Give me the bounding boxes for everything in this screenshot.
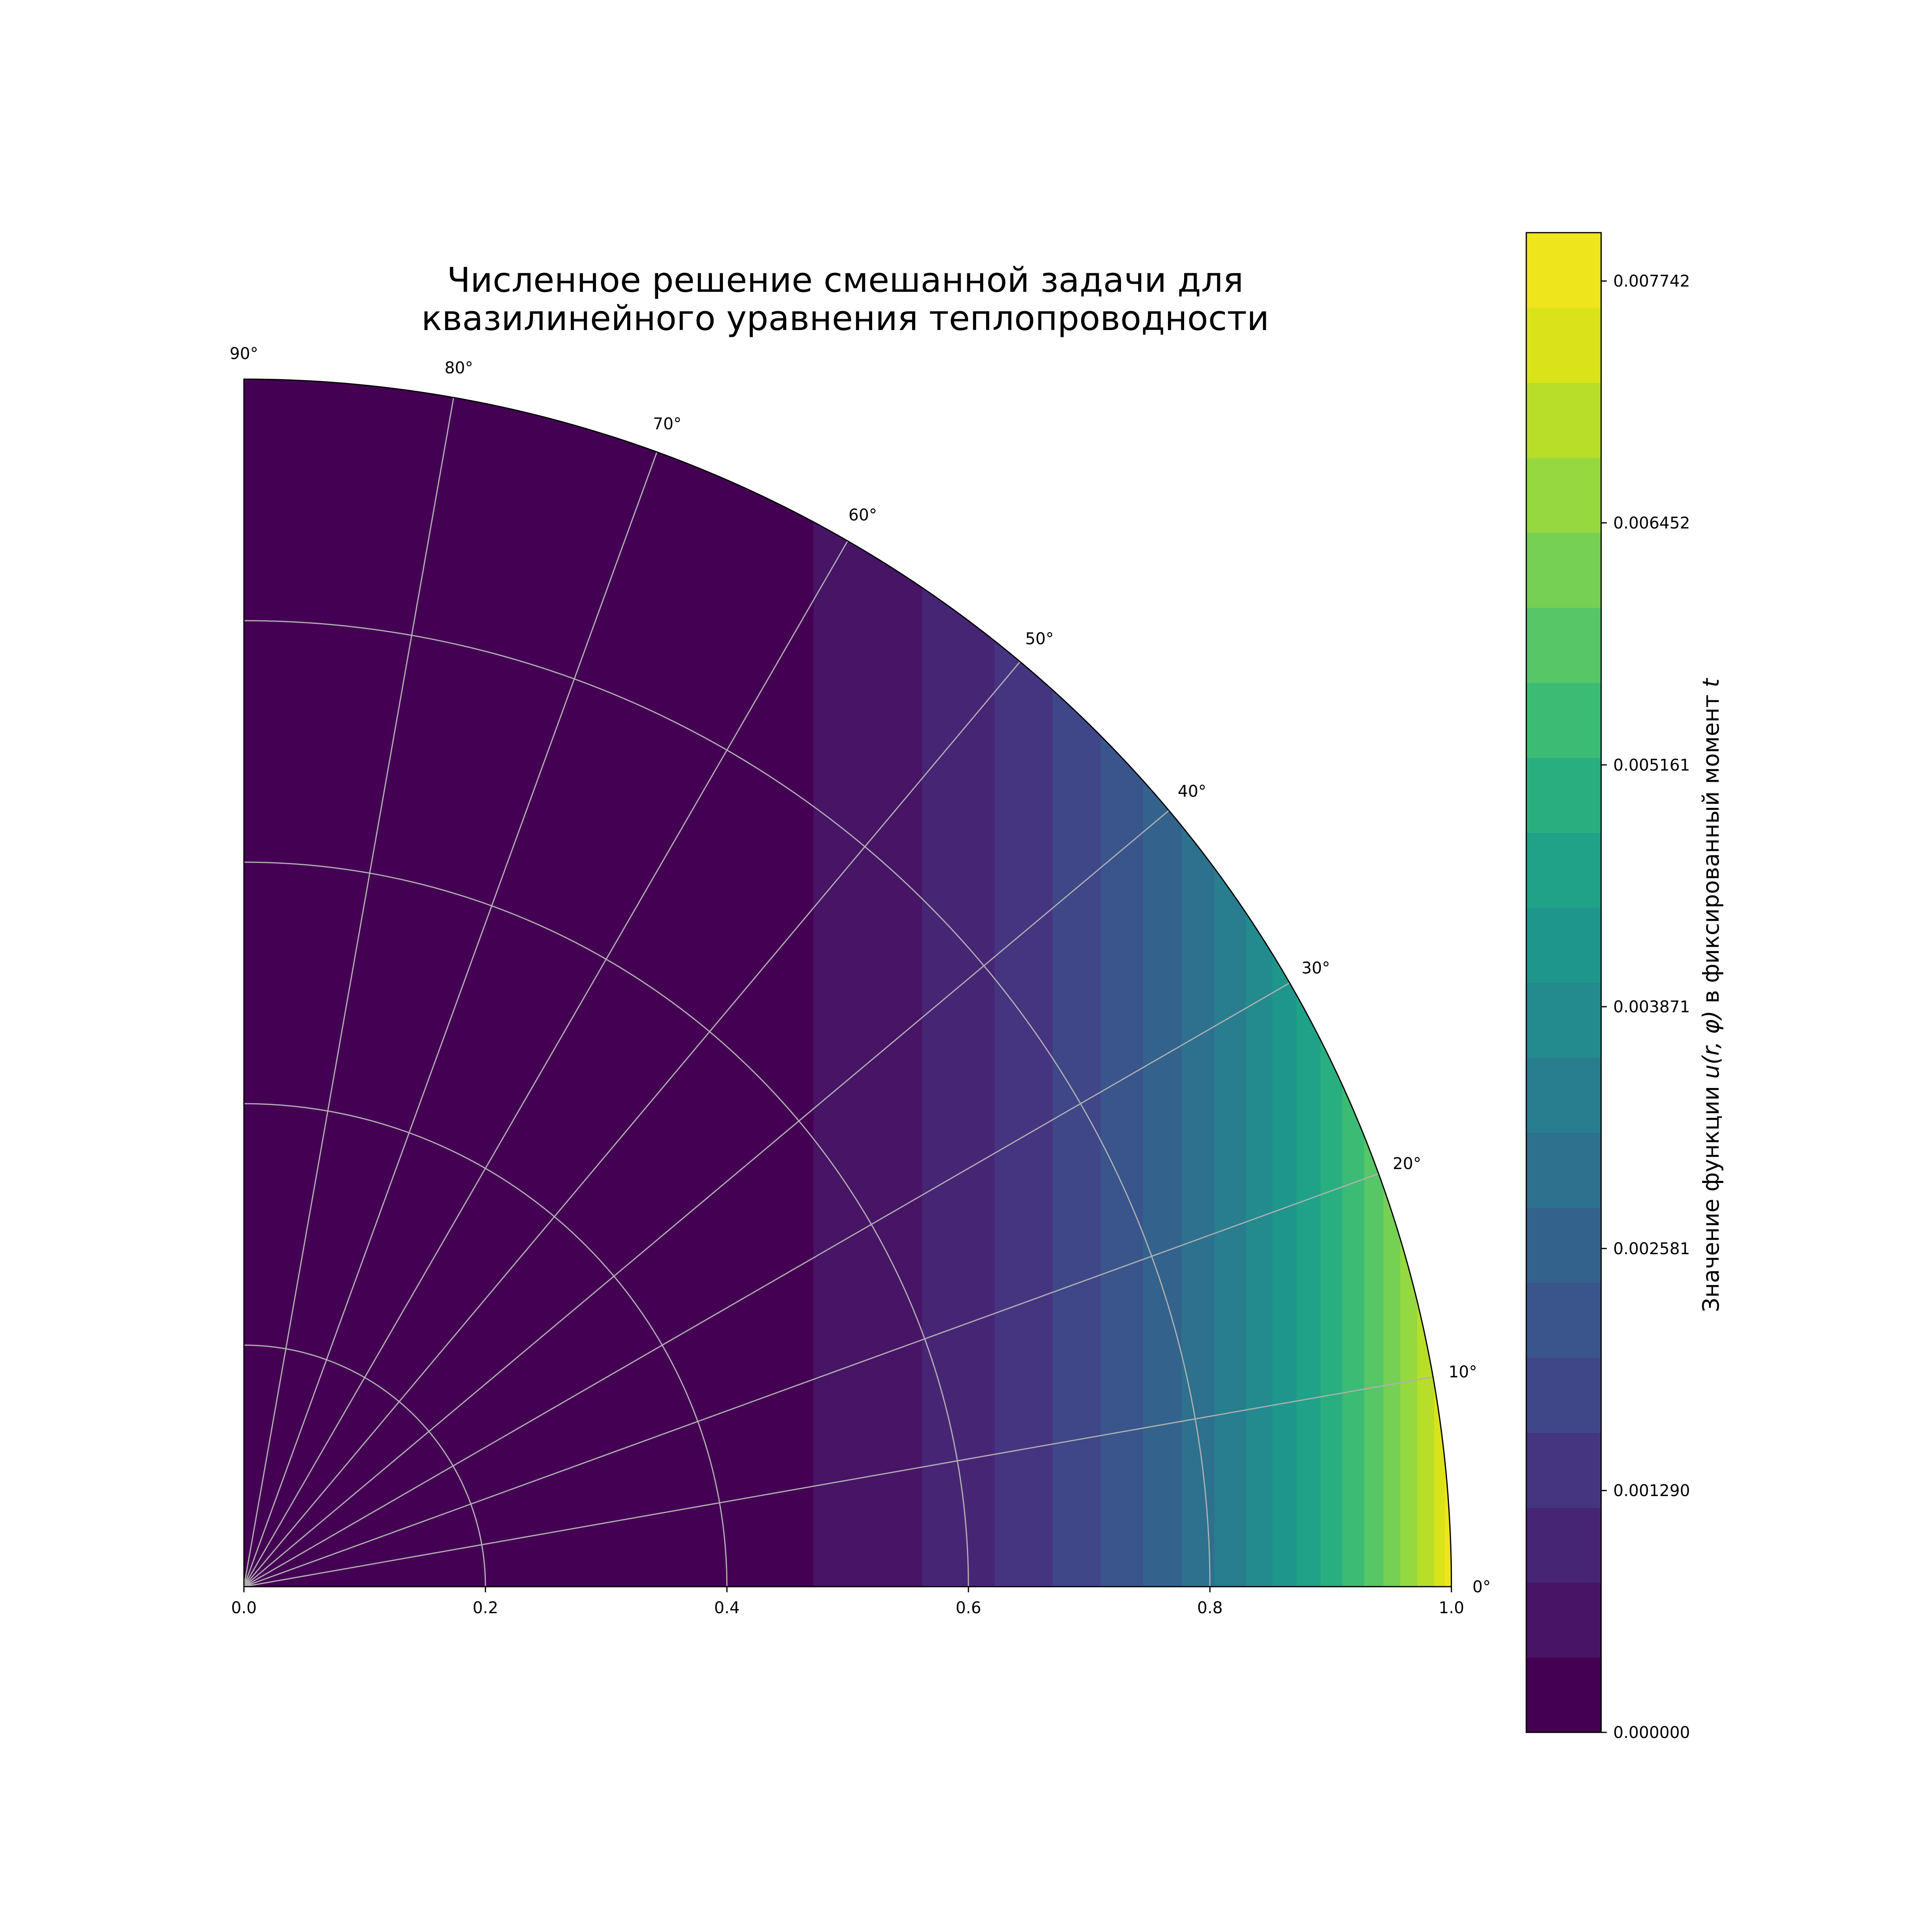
radial-tick-label: 1.0 <box>1439 1599 1464 1617</box>
colorbar-label-suffix: в фиксированный момент <box>1698 687 1724 1011</box>
contour-band <box>1383 379 1401 1587</box>
contour-band <box>1321 379 1343 1587</box>
contour-band <box>1417 379 1435 1587</box>
angular-tick-label: 90° <box>230 345 258 363</box>
radial-tick-label: 0.0 <box>231 1599 257 1617</box>
contour-band <box>1182 379 1215 1587</box>
contour-band <box>1053 379 1102 1587</box>
angular-tick-label: 70° <box>653 415 681 433</box>
radial-tick-label: 0.4 <box>714 1599 740 1617</box>
colorbar-band <box>1526 682 1601 758</box>
chart-title: Численное решение смешанной задачи для к… <box>421 260 1269 339</box>
colorbar-band <box>1526 382 1601 458</box>
contour-band <box>1434 379 1446 1587</box>
colorbar-tick-label: 0.005161 <box>1613 756 1690 774</box>
polar-axes-outline <box>243 378 1452 1587</box>
contour-band <box>813 379 923 1587</box>
radial-gridline <box>244 620 1211 1587</box>
contour-band <box>1246 379 1273 1587</box>
radial-tick-label: 0.2 <box>473 1599 498 1617</box>
colorbar-band <box>1526 907 1601 983</box>
colorbar-band <box>1526 1657 1601 1733</box>
colorbar-band <box>1526 233 1601 308</box>
colorbar-label-var: t <box>1698 678 1724 687</box>
colorbar-band <box>1526 1132 1601 1208</box>
colorbar-tick-label: 0.006452 <box>1613 514 1690 533</box>
colorbar-band <box>1526 983 1601 1058</box>
angular-gridline <box>243 452 658 1587</box>
contour-band <box>1364 379 1384 1587</box>
radial-tick-label: 0.8 <box>1197 1599 1223 1617</box>
angular-gridline <box>244 1376 1433 1587</box>
colorbar-band <box>1526 1582 1601 1658</box>
colorbar-label-prefix: Значение функции <box>1698 1079 1724 1312</box>
colorbar-band <box>1526 1507 1601 1583</box>
radial-gridline <box>244 1344 486 1587</box>
colorbar-band <box>1526 457 1601 533</box>
angular-gridline <box>243 541 848 1587</box>
angular-gridline <box>244 810 1170 1587</box>
colorbar-tick-label: 0.007742 <box>1613 272 1690 291</box>
colorbar-band <box>1526 1357 1601 1433</box>
colorbar-tick-label: 0.001290 <box>1613 1482 1690 1500</box>
angular-tick-label: 10° <box>1449 1363 1477 1381</box>
colorbar-band <box>1526 533 1601 608</box>
colorbar-label-math: u(r, φ) <box>1698 1011 1724 1079</box>
radial-tick-labels: 0.0 0.2 0.4 0.6 0.8 1.0 <box>231 1587 1464 1617</box>
contour-band <box>1400 379 1418 1587</box>
angular-gridline <box>243 397 454 1587</box>
angular-gridline <box>244 982 1290 1587</box>
radial-tick-label: 0.6 <box>956 1599 981 1617</box>
colorbar-band <box>1526 1057 1601 1133</box>
angular-tick-label: 80° <box>445 359 473 378</box>
axes-outline <box>243 378 1452 1587</box>
contour-band <box>244 379 814 1587</box>
contour-band <box>1445 379 1451 1587</box>
angular-tick-label: 60° <box>848 506 877 524</box>
angular-tick-label: 30° <box>1302 959 1330 978</box>
contour-band <box>1214 379 1247 1587</box>
angular-gridline <box>243 661 1021 1587</box>
contour-band <box>922 379 995 1587</box>
colorbar-band <box>1526 607 1601 683</box>
colorbar-label: Значение функции u(r, φ) в фиксированный… <box>1698 678 1724 1312</box>
angular-tick-label: 40° <box>1178 782 1206 801</box>
angular-tick-labels: 0° 10° 20° 30° 40° 50° 60° 70° 80° 90° <box>230 345 1491 1596</box>
contour-band <box>1296 379 1321 1587</box>
colorbar-band <box>1526 832 1601 908</box>
colorbar-band <box>1526 1282 1601 1358</box>
contour-band <box>1143 379 1183 1587</box>
angular-tick-label: 0° <box>1472 1578 1490 1596</box>
colorbar-band <box>1526 308 1601 383</box>
angular-tick-label: 20° <box>1393 1154 1421 1173</box>
colorbar-tick-labels: 0.000000 0.001290 0.002581 0.003871 0.005161… <box>1601 272 1690 1742</box>
colorbar-tick-label: 0.000000 <box>1613 1724 1690 1742</box>
colorbar-band <box>1526 1432 1601 1508</box>
colorbar-tick-label: 0.002581 <box>1613 1240 1690 1258</box>
colorbar <box>1525 232 1602 1733</box>
polar-grid <box>243 397 1433 1587</box>
colorbar-band <box>1526 1207 1601 1283</box>
contour-band <box>1101 379 1144 1587</box>
colorbar-band <box>1526 758 1601 833</box>
angular-gridline <box>244 1173 1379 1587</box>
radial-gridline <box>244 1103 728 1587</box>
colorbar-tick-label: 0.003871 <box>1613 998 1690 1016</box>
radial-gridline <box>244 861 969 1587</box>
angular-tick-label: 50° <box>1025 630 1054 648</box>
chart-title-line-1: Численное решение смешанной задачи для <box>447 260 1243 300</box>
colorbar-frame <box>1525 232 1602 1733</box>
contour-band <box>1272 379 1297 1587</box>
chart-title-line-2: квазилинейного уравнения теплопроводност… <box>421 299 1269 339</box>
contour-band <box>995 379 1053 1587</box>
contour-band <box>1342 379 1365 1587</box>
